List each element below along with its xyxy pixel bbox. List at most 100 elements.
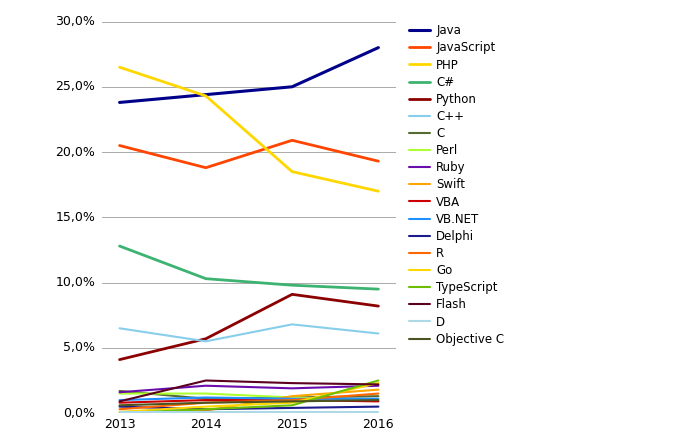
Swift (115, 410, 124, 416)
R (115, 407, 124, 412)
Line: C++: C++ (119, 324, 379, 341)
JavaScript (115, 143, 124, 148)
Delphi (375, 404, 383, 409)
C++ (288, 322, 296, 327)
C++ (202, 339, 210, 344)
Text: 30,0%: 30,0% (55, 15, 95, 28)
VBA (202, 397, 210, 403)
R (202, 400, 210, 405)
Flash (115, 399, 124, 404)
Perl (375, 397, 383, 403)
R (375, 391, 383, 396)
C++ (115, 326, 124, 331)
TypeScript (288, 403, 296, 408)
Perl (115, 391, 124, 396)
Text: 20,0%: 20,0% (55, 145, 95, 158)
C++ (375, 331, 383, 336)
Line: C: C (119, 391, 379, 399)
PHP (375, 189, 383, 194)
C (375, 393, 383, 399)
VBA (115, 400, 124, 405)
Line: Ruby: Ruby (119, 386, 379, 392)
C# (288, 282, 296, 288)
Flash (375, 382, 383, 387)
VB.NET (115, 397, 124, 403)
Line: VB.NET: VB.NET (119, 397, 379, 400)
VB.NET (202, 395, 210, 400)
Swift (288, 393, 296, 399)
Swift (202, 408, 210, 413)
C (288, 395, 296, 400)
C# (202, 276, 210, 281)
Flash (202, 378, 210, 383)
Ruby (202, 383, 210, 388)
Text: 0,0%: 0,0% (63, 407, 95, 420)
Line: Java: Java (119, 48, 379, 103)
C# (115, 244, 124, 249)
Text: 10,0%: 10,0% (55, 276, 95, 289)
Objective C (202, 400, 210, 405)
JavaScript (375, 158, 383, 164)
PHP (288, 169, 296, 174)
R (288, 397, 296, 403)
Line: Python: Python (119, 294, 379, 359)
PHP (202, 93, 210, 99)
Objective C (115, 403, 124, 408)
Ruby (375, 383, 383, 388)
Line: R: R (119, 393, 379, 409)
VB.NET (375, 396, 383, 401)
TypeScript (375, 378, 383, 383)
Java (115, 100, 124, 105)
Java (288, 84, 296, 90)
Delphi (202, 407, 210, 412)
Go (288, 400, 296, 405)
C (115, 388, 124, 394)
Text: 15,0%: 15,0% (55, 211, 95, 224)
Legend: Java, JavaScript, PHP, C#, Python, C++, C, Perl, Ruby, Swift, VBA, VB.NET, Delph: Java, JavaScript, PHP, C#, Python, C++, … (404, 20, 509, 351)
C (202, 396, 210, 401)
Swift (375, 387, 383, 392)
JavaScript (288, 138, 296, 143)
Perl (288, 395, 296, 400)
Delphi (288, 405, 296, 411)
Line: C#: C# (119, 246, 379, 289)
Flash (288, 380, 296, 386)
Ruby (288, 386, 296, 391)
Text: 25,0%: 25,0% (55, 80, 95, 93)
Python (375, 303, 383, 309)
PHP (115, 65, 124, 70)
Go (375, 380, 383, 386)
Go (115, 409, 124, 414)
Line: Flash: Flash (119, 380, 379, 401)
VB.NET (288, 396, 296, 401)
Line: Go: Go (119, 383, 379, 412)
D (375, 409, 383, 414)
Java (202, 92, 210, 97)
VBA (288, 397, 296, 403)
Line: JavaScript: JavaScript (119, 140, 379, 168)
D (288, 409, 296, 414)
D (115, 409, 124, 414)
Java (375, 45, 383, 50)
Line: Perl: Perl (119, 393, 379, 400)
Python (115, 357, 124, 362)
JavaScript (202, 165, 210, 170)
Objective C (375, 397, 383, 403)
Line: Swift: Swift (119, 390, 379, 413)
Objective C (288, 399, 296, 404)
Line: PHP: PHP (119, 67, 379, 191)
Line: TypeScript: TypeScript (119, 380, 379, 413)
TypeScript (115, 410, 124, 416)
Line: Objective C: Objective C (119, 400, 379, 405)
Python (288, 292, 296, 297)
D (202, 409, 210, 414)
Line: VBA: VBA (119, 400, 379, 403)
Perl (202, 391, 210, 396)
C# (375, 286, 383, 292)
Line: Delphi: Delphi (119, 407, 379, 409)
Text: 5,0%: 5,0% (63, 341, 95, 355)
Delphi (115, 404, 124, 409)
TypeScript (202, 407, 210, 412)
Python (202, 336, 210, 341)
Ruby (115, 389, 124, 395)
